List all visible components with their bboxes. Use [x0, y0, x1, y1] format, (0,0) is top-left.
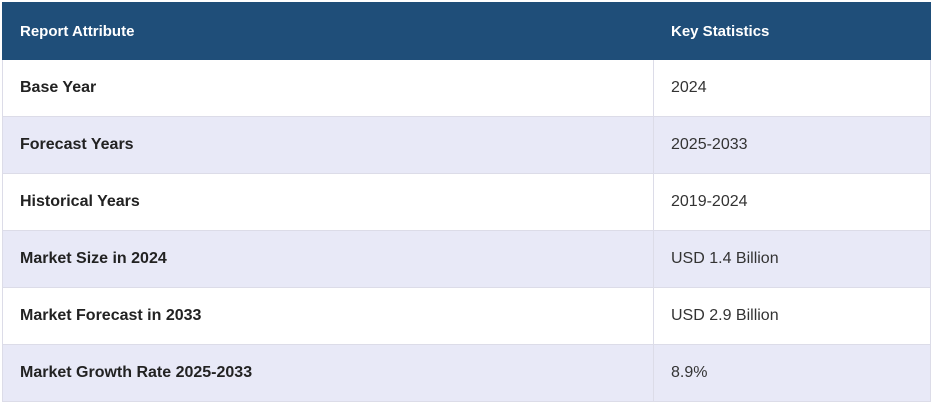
header-row: Report Attribute Key Statistics [2, 2, 931, 60]
table-row: Market Growth Rate 2025-2033 8.9% [2, 344, 931, 402]
table-row: Base Year 2024 [2, 59, 931, 117]
attribute-cell: Market Forecast in 2033 [2, 287, 654, 345]
table-row: Market Forecast in 2033 USD 2.9 Billion [2, 287, 931, 345]
attribute-cell: Market Size in 2024 [2, 230, 654, 288]
table-row: Market Size in 2024 USD 1.4 Billion [2, 230, 931, 288]
attribute-cell: Base Year [2, 59, 654, 117]
value-cell: USD 2.9 Billion [653, 287, 931, 345]
value-cell: 2024 [653, 59, 931, 117]
table-row: Historical Years 2019-2024 [2, 173, 931, 231]
header-cell: Report Attribute [2, 2, 654, 60]
value-cell: 2025-2033 [653, 116, 931, 174]
header-cell: Key Statistics [653, 2, 931, 60]
value-cell: USD 1.4 Billion [653, 230, 931, 288]
attribute-cell: Historical Years [2, 173, 654, 231]
attribute-cell: Market Growth Rate 2025-2033 [2, 344, 654, 402]
report-table: Report Attribute Key Statistics Base Yea… [2, 2, 931, 402]
value-cell: 8.9% [653, 344, 931, 402]
value-cell: 2019-2024 [653, 173, 931, 231]
attribute-cell: Forecast Years [2, 116, 654, 174]
table-row: Forecast Years 2025-2033 [2, 116, 931, 174]
